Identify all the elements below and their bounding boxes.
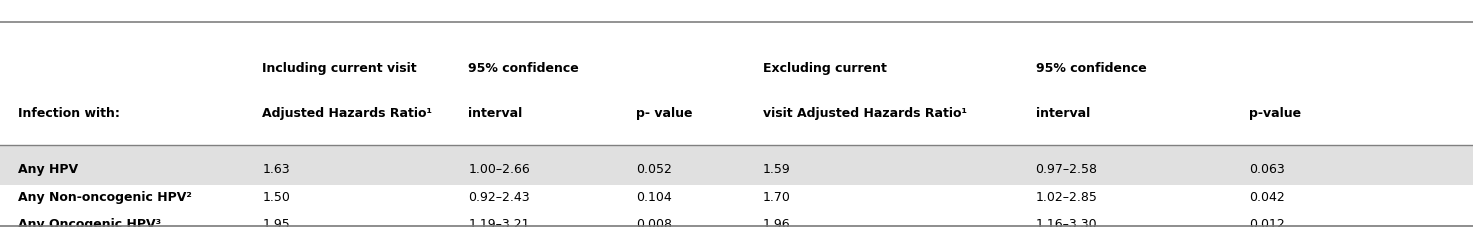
Text: 0.92–2.43: 0.92–2.43 — [468, 190, 530, 203]
Text: 0.052: 0.052 — [636, 163, 672, 176]
Text: 0.008: 0.008 — [636, 217, 672, 227]
Text: p- value: p- value — [636, 107, 692, 120]
Text: Any HPV: Any HPV — [18, 163, 78, 176]
Text: 0.97–2.58: 0.97–2.58 — [1036, 163, 1097, 176]
Text: 95% confidence: 95% confidence — [1036, 62, 1146, 75]
Text: 1.59: 1.59 — [763, 163, 791, 176]
Text: Excluding current: Excluding current — [763, 62, 887, 75]
Text: 0.104: 0.104 — [636, 190, 672, 203]
Text: 0.012: 0.012 — [1249, 217, 1284, 227]
Text: 1.16–3.30: 1.16–3.30 — [1036, 217, 1097, 227]
Text: 1.02–2.85: 1.02–2.85 — [1036, 190, 1097, 203]
Text: 1.96: 1.96 — [763, 217, 791, 227]
Text: interval: interval — [468, 107, 523, 120]
Text: 1.00–2.66: 1.00–2.66 — [468, 163, 530, 176]
Text: p-value: p-value — [1249, 107, 1301, 120]
Text: Any Oncogenic HPV³: Any Oncogenic HPV³ — [18, 217, 161, 227]
Text: 0.042: 0.042 — [1249, 190, 1284, 203]
Bar — [0, 185, 1473, 225]
Bar — [0, 225, 1473, 227]
Text: 95% confidence: 95% confidence — [468, 62, 579, 75]
Text: 1.63: 1.63 — [262, 163, 290, 176]
Text: Any Non-oncogenic HPV²: Any Non-oncogenic HPV² — [18, 190, 191, 203]
Text: interval: interval — [1036, 107, 1090, 120]
Text: 1.70: 1.70 — [763, 190, 791, 203]
Text: Including current visit: Including current visit — [262, 62, 417, 75]
Text: Adjusted Hazards Ratio¹: Adjusted Hazards Ratio¹ — [262, 107, 432, 120]
Bar — [0, 145, 1473, 185]
Text: 0.063: 0.063 — [1249, 163, 1284, 176]
Text: Infection with:: Infection with: — [18, 107, 119, 120]
Text: 1.95: 1.95 — [262, 217, 290, 227]
Text: visit Adjusted Hazards Ratio¹: visit Adjusted Hazards Ratio¹ — [763, 107, 966, 120]
Text: 1.50: 1.50 — [262, 190, 290, 203]
Text: 1.19–3.21: 1.19–3.21 — [468, 217, 530, 227]
